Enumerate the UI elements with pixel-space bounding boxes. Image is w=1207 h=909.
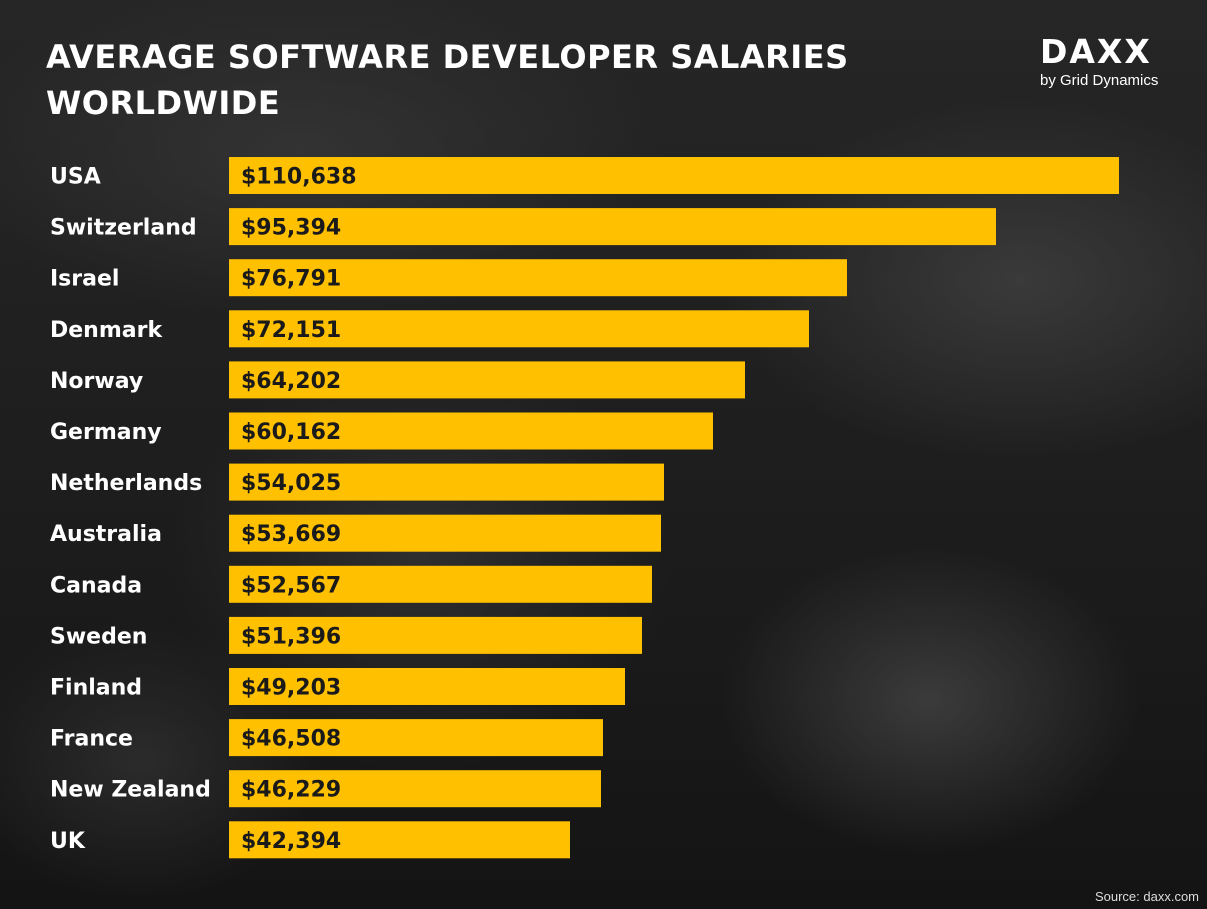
category-label: France [50, 727, 133, 752]
category-label: Switzerland [50, 216, 197, 241]
value-label: $46,508 [241, 727, 341, 752]
bar [229, 821, 570, 859]
value-label: $53,669 [241, 522, 341, 547]
bar-row: Canada $52,567 [50, 565, 652, 603]
bar [229, 412, 713, 450]
value-label: $110,638 [241, 165, 357, 190]
bar [229, 361, 745, 399]
bar [229, 259, 847, 297]
category-label: Denmark [50, 318, 163, 343]
bar [229, 770, 601, 808]
bar [229, 565, 652, 603]
bar [229, 157, 1119, 194]
bar-row: Netherlands $54,025 [50, 463, 664, 501]
bar-row: Germany $60,162 [50, 412, 713, 450]
value-label: $54,025 [241, 471, 341, 496]
category-label: Australia [50, 522, 162, 547]
value-label: $64,202 [241, 369, 341, 394]
value-label: $51,396 [241, 624, 341, 649]
value-label: $46,229 [241, 778, 341, 803]
bar-row: Australia $53,669 [50, 514, 661, 552]
logo-tagline: by Grid Dynamics [1040, 72, 1159, 89]
value-label: $49,203 [241, 676, 341, 701]
category-label: USA [50, 165, 101, 190]
category-label: Germany [50, 420, 162, 445]
daxx-logo: DAXX by Grid Dynamics [1040, 34, 1180, 94]
category-label: Netherlands [50, 471, 202, 496]
bar-row: Switzerland $95,394 [50, 208, 996, 246]
bar-row: UK $42,394 [50, 821, 570, 859]
category-label: UK [50, 829, 86, 854]
bar [229, 514, 661, 552]
bar [229, 463, 664, 501]
bar-row: Sweden $51,396 [50, 616, 642, 654]
bar-row: France $46,508 [50, 719, 603, 757]
bar-row: Finland $49,203 [50, 668, 625, 705]
logo-wordmark: DAXX [1040, 32, 1152, 71]
bar-row: Norway $64,202 [50, 361, 745, 399]
chart-title: AVERAGE SOFTWARE DEVELOPER SALARIES WORL… [46, 38, 849, 122]
source-credit: Source: daxx.com [1094, 889, 1199, 904]
category-label: Israel [50, 267, 119, 292]
value-label: $60,162 [241, 420, 341, 445]
category-label: Finland [50, 676, 142, 701]
value-label: $52,567 [241, 573, 341, 598]
bar-row: USA $110,638 [50, 157, 1119, 194]
bar-row: Israel $76,791 [50, 259, 847, 297]
category-label: Sweden [50, 624, 147, 649]
category-label: Norway [50, 369, 143, 394]
value-label: $95,394 [241, 216, 341, 241]
category-label: Canada [50, 573, 142, 598]
bar [229, 668, 625, 705]
bar [229, 310, 809, 348]
bar [229, 208, 996, 246]
value-label: $76,791 [241, 267, 341, 292]
value-label: $42,394 [241, 829, 341, 854]
bar [229, 719, 603, 757]
bar-row: New Zealand $46,229 [50, 770, 601, 808]
category-label: New Zealand [50, 778, 211, 803]
value-label: $72,151 [241, 318, 341, 343]
bar [229, 616, 642, 654]
bar-row: Denmark $72,151 [50, 310, 809, 348]
